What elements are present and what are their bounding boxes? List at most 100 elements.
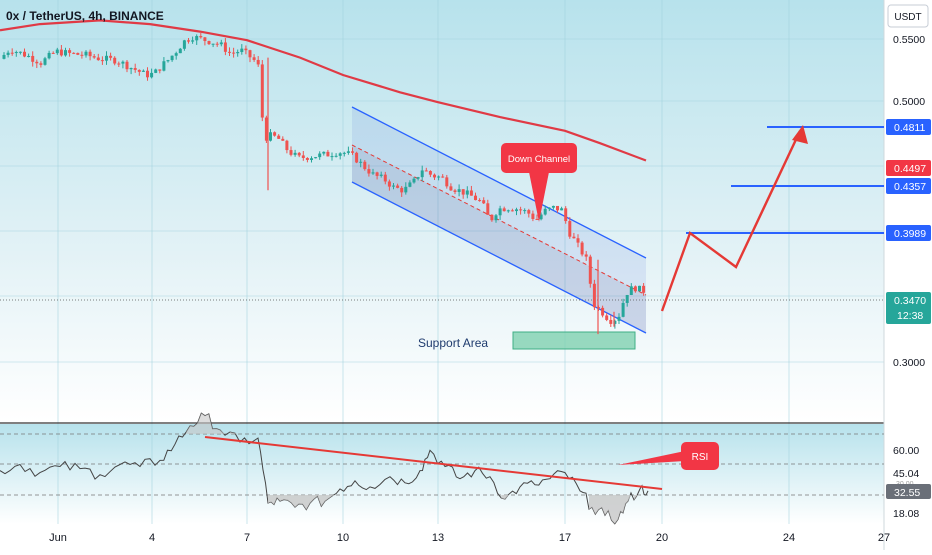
candle-body	[117, 63, 121, 65]
time-tick-20: 20	[656, 532, 668, 544]
candle-body	[232, 52, 236, 54]
candle-body	[523, 210, 527, 212]
down-channel-label: Down Channel	[508, 154, 570, 165]
candle-body	[203, 37, 207, 42]
down-channel-fill	[352, 107, 646, 333]
time-axis-bg	[0, 524, 932, 550]
candle-body	[531, 213, 535, 219]
candle-body	[592, 283, 596, 308]
candle-body	[519, 209, 523, 211]
candle-body	[273, 132, 277, 136]
candle-body	[199, 36, 203, 38]
candle-body	[625, 294, 629, 303]
candle-body	[260, 64, 264, 118]
candle-body	[633, 286, 637, 292]
candle-body	[449, 186, 453, 191]
candle-body	[178, 48, 182, 54]
candle-body	[72, 52, 76, 54]
time-tick-24: 24	[783, 532, 795, 544]
price-label-0-4811-text: 0.4811	[894, 122, 925, 134]
price-label-0-4497-text: 0.4497	[894, 163, 926, 175]
candle-body	[547, 207, 551, 209]
candle-body	[556, 205, 559, 211]
currency-button[interactable]	[887, 4, 929, 28]
candle-body	[133, 68, 137, 70]
time-tick-13: 13	[432, 532, 444, 544]
candle-body	[281, 138, 285, 141]
candle-body	[55, 49, 59, 54]
support-area-box	[512, 331, 636, 350]
candle-body	[310, 158, 313, 160]
candle-body	[584, 254, 588, 257]
candle-body	[486, 203, 490, 215]
candle-body	[301, 155, 305, 158]
channel-upper-line	[351, 106, 647, 259]
rsi-oversold-fill	[268, 495, 648, 524]
candle-body	[64, 50, 67, 56]
candle-body	[240, 48, 244, 53]
price-tick-0-3000: 0.3000	[893, 357, 925, 369]
candle-body	[342, 152, 346, 154]
rsi-callout-label: RSI	[692, 452, 709, 463]
candle-body	[125, 61, 129, 70]
candle-body	[211, 43, 215, 45]
rsi-current-value: 32.55	[894, 487, 920, 499]
candle-body	[166, 60, 170, 62]
candle-body	[92, 56, 96, 58]
candle-body	[252, 57, 256, 60]
candle-body	[453, 190, 457, 192]
candle-body	[560, 208, 564, 211]
candle-body	[642, 285, 646, 293]
candle-body	[428, 171, 432, 175]
time-tick-4: 4	[149, 532, 155, 544]
rsi-tick-45: 45.04	[893, 468, 919, 480]
candle-body	[416, 177, 420, 179]
candle-body	[371, 172, 375, 174]
rsi-panel-bg	[0, 424, 884, 524]
candle-body	[76, 52, 80, 55]
candle-body	[27, 55, 31, 57]
candle-body	[420, 170, 424, 178]
candle-body	[277, 135, 281, 139]
time-tick-10: 10	[337, 532, 349, 544]
candle-body	[39, 63, 43, 65]
candle-body	[285, 140, 289, 151]
candle-body	[174, 53, 178, 56]
candle-body	[84, 51, 88, 56]
channel-mid-line	[351, 144, 647, 296]
candle-body	[396, 185, 400, 188]
candle-body	[474, 195, 477, 201]
candle-body	[68, 50, 72, 53]
candle-body	[141, 70, 145, 72]
candle-body	[223, 42, 227, 52]
candle-body	[551, 205, 555, 208]
candle-body	[100, 60, 104, 62]
candle-body	[424, 170, 428, 172]
candle-body	[330, 156, 334, 158]
currency-label: USDT	[894, 12, 921, 23]
candle-body	[318, 153, 322, 158]
candle-body	[236, 52, 240, 54]
time-tick-7: 7	[244, 532, 250, 544]
candle-body	[367, 169, 371, 174]
candle-body	[18, 51, 22, 53]
candle-body	[35, 61, 39, 64]
candle-body	[31, 55, 35, 62]
price-label-0-4357-text: 0.4357	[894, 181, 926, 193]
candle-body	[109, 55, 113, 58]
candle-body	[129, 68, 133, 70]
candle-body	[445, 177, 449, 187]
price-tick-0-5000: 0.5000	[893, 96, 925, 108]
candle-body	[412, 178, 416, 183]
moving-average-line	[0, 19, 647, 162]
candle-body	[539, 214, 543, 220]
current-price-label	[886, 292, 931, 324]
candle-body	[2, 54, 6, 59]
candle-body	[59, 49, 63, 56]
candle-body	[43, 58, 47, 65]
candle-body	[609, 319, 613, 324]
candle-body	[113, 57, 117, 64]
rsi-tick-60: 60.00	[893, 445, 919, 457]
price-label-0-4811	[886, 119, 931, 135]
candle-body	[23, 51, 26, 57]
